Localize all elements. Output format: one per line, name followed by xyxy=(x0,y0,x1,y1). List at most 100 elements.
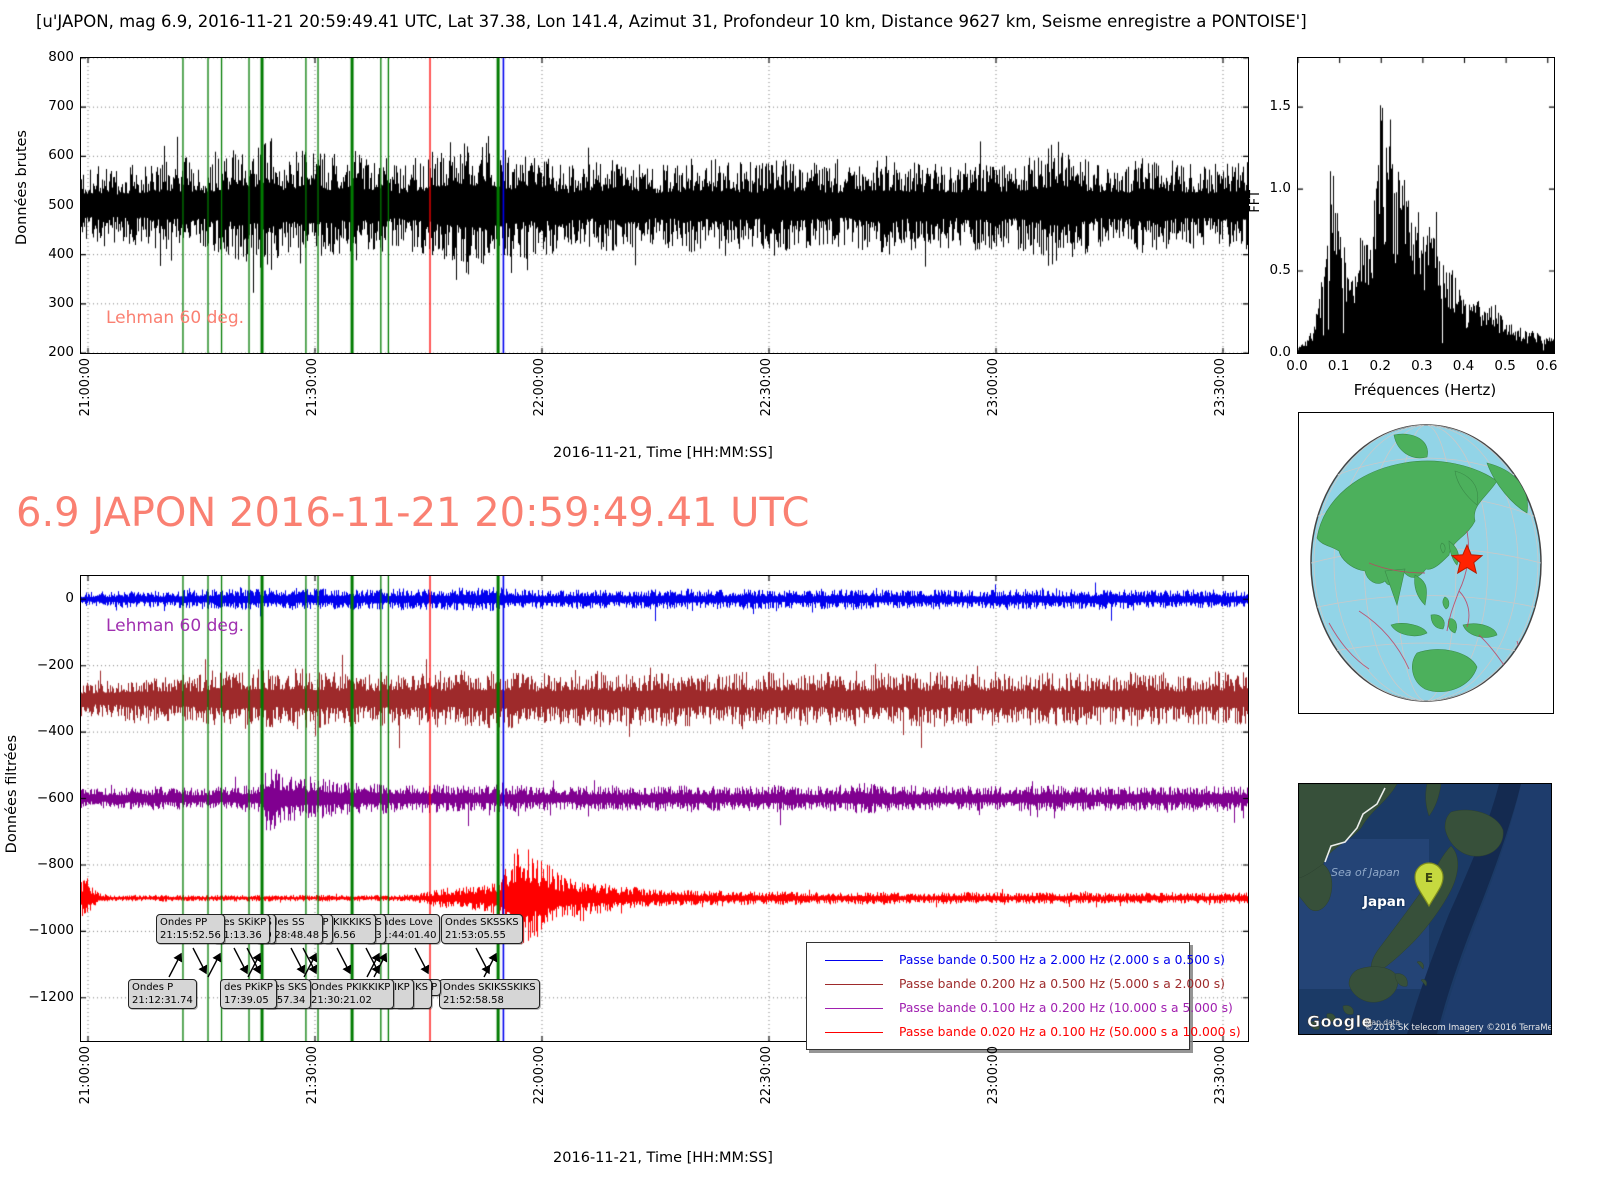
filtered-y-tick: −800 xyxy=(36,855,74,872)
phase-annotation: Ondes P 21:12:31.74 xyxy=(128,979,197,1009)
epicenter-pin: E xyxy=(1414,862,1444,908)
legend-entry: Passe bande 0.200 Hz a 0.500 Hz (5.000 s… xyxy=(807,973,1225,997)
plate-boundaries xyxy=(1328,530,1527,682)
phase-annotation: Ondes SKIKSSKIKS 21:52:58.58 xyxy=(439,979,540,1009)
epicenter-star xyxy=(1450,543,1484,575)
spectrum-plot xyxy=(1297,57,1555,354)
raw-y-tick: 200 xyxy=(48,344,74,360)
phase-annotation: Ondes PP 21:15:52.56 xyxy=(156,914,225,944)
globe-map-panel xyxy=(1298,412,1554,714)
spectrum-x-axis-label: Fréquences (Hertz) xyxy=(1353,381,1497,399)
filtered-x-tick: 21:30:00 xyxy=(305,1046,320,1105)
google-map: Sea of Japan Japan E Google Map data ©20… xyxy=(1298,783,1572,1034)
filtered-seismogram-plot: Lehman 60 deg. Ondes PP 21:15:52.56 des SK… xyxy=(80,575,1249,1050)
filtered-y-tick: −600 xyxy=(36,789,74,806)
station-label-raw: Lehman 60 deg. xyxy=(106,308,245,328)
phase-annotation: des PKiKP 17:39.05 xyxy=(220,979,277,1009)
phase-name: des SKS xyxy=(267,982,308,993)
spectrum-x-tick: 0.2 xyxy=(1369,358,1391,374)
filtered-x-tick: 22:30:00 xyxy=(759,1046,774,1105)
raw-y-tick: 700 xyxy=(48,98,74,115)
phase-time: 21:53:05.55 xyxy=(445,930,506,941)
phase-name: Ondes SKSSKS xyxy=(445,917,519,928)
raw-y-tick: 500 xyxy=(48,196,74,213)
phase-time: 21:30:21.02 xyxy=(311,995,372,1006)
filtered-y-tick: −200 xyxy=(36,656,74,673)
google-logo: Google xyxy=(1307,1012,1373,1031)
phase-name: Ondes P xyxy=(132,982,174,993)
event-title: 6.9 JAPON 2016-11-21 20:59:49.41 UTC xyxy=(16,490,810,536)
phase-name: des PKiKP xyxy=(224,982,273,993)
raw-x-tick: 23:30:00 xyxy=(1213,358,1228,417)
legend-label: Passe bande 0.100 Hz a 0.200 Hz (10.000 … xyxy=(899,1001,1233,1015)
spectrum-y-tick: 0.5 xyxy=(1269,262,1291,279)
spectrum-y-tick: 1.0 xyxy=(1269,180,1291,197)
legend-line-sample xyxy=(825,984,883,985)
raw-x-tick: 21:00:00 xyxy=(78,358,93,417)
raw-seismogram-plot: Lehman 60 deg. xyxy=(80,57,1249,354)
station-label-filtered: Lehman 60 deg. xyxy=(106,616,245,636)
legend-label: Passe bande 0.020 Hz a 0.100 Hz (50.000 … xyxy=(899,1025,1241,1039)
legend-label: Passe bande 0.200 Hz a 0.500 Hz (5.000 s… xyxy=(899,977,1225,991)
phase-time: 21:52:58.58 xyxy=(443,995,504,1006)
phase-time: 2:57.34 xyxy=(267,995,306,1006)
globe-map xyxy=(1310,424,1542,702)
spectrum-y-tick: 1.5 xyxy=(1269,98,1291,115)
legend-label: Passe bande 0.500 Hz a 2.000 Hz (2.000 s… xyxy=(899,953,1225,967)
filtered-x-tick: 21:00:00 xyxy=(78,1046,93,1105)
phase-name: des SKiKP xyxy=(217,917,267,928)
filtered-y-tick: −1000 xyxy=(28,922,74,939)
phase-time: 21:12:31.74 xyxy=(132,995,193,1006)
filtered-y-tick: −400 xyxy=(36,723,74,740)
phase-annotation: Ondes SKSSKS 21:53:05.55 xyxy=(441,914,523,944)
phase-name: Ondes PKIKKIKP xyxy=(311,982,391,993)
spectrum-canvas xyxy=(1298,58,1554,353)
figure-title: [u'JAPON, mag 6.9, 2016-11-21 20:59:49.4… xyxy=(36,12,1307,31)
spectrum-y-tick: 0.0 xyxy=(1269,344,1291,360)
phase-time: 21:13.36 xyxy=(217,930,262,941)
legend-line-sample xyxy=(825,960,883,961)
legend-entry: Passe bande 0.100 Hz a 0.200 Hz (10.000 … xyxy=(807,997,1233,1021)
phase-annotation: Ondes PKIKKIKP 21:30:21.02 xyxy=(307,979,395,1009)
map-attribution: ©2016 SK telecom Imagery ©2016 TerraMetr… xyxy=(1365,1023,1551,1033)
filtered-y-tick: −1200 xyxy=(28,988,74,1005)
phase-time: 17:39.05 xyxy=(224,995,269,1006)
map-country-border xyxy=(1324,787,1386,863)
raw-x-tick: 23:00:00 xyxy=(986,358,1001,417)
raw-seismogram-canvas xyxy=(81,58,1248,353)
filtered-x-tick: 22:00:00 xyxy=(532,1046,547,1105)
raw-y-tick: 600 xyxy=(48,147,74,164)
raw-x-tick: 22:30:00 xyxy=(759,358,774,417)
phase-name: des SS xyxy=(271,917,305,928)
japan-label: Japan xyxy=(1362,894,1406,910)
spectrum-x-tick: 0.0 xyxy=(1286,358,1308,374)
spectrum-x-tick: 0.4 xyxy=(1452,358,1475,374)
raw-y-tick: 300 xyxy=(48,294,74,311)
legend-line-sample xyxy=(825,1032,883,1033)
google-map-panel: Sea of Japan Japan E Google Map data ©20… xyxy=(1298,783,1572,1035)
raw-x-axis-label: 2016-11-21, Time [HH:MM:SS] xyxy=(553,445,773,461)
phase-name: Ondes SKIKSSKIKS xyxy=(443,982,536,993)
spectrum-x-tick: 0.6 xyxy=(1536,358,1558,374)
filtered-y-tick: 0 xyxy=(65,590,74,607)
filter-legend: Passe bande 0.500 Hz a 2.000 Hz (2.000 s… xyxy=(806,942,1241,1050)
legend-entry: Passe bande 0.020 Hz a 0.100 Hz (50.000 … xyxy=(807,1021,1241,1045)
phase-time: :28:48.48 xyxy=(271,930,320,941)
map-data-attribution: Map data xyxy=(1365,1018,1400,1027)
raw-y-tick: 400 xyxy=(48,245,74,262)
svg-text:E: E xyxy=(1425,871,1433,885)
phase-annotation: ndes Love 1:44:01.40 xyxy=(378,914,441,944)
sea-of-japan-label: Sea of Japan xyxy=(1331,866,1400,879)
spectrum-x-tick: 0.5 xyxy=(1494,358,1516,374)
phase-time: 1:44:01.40 xyxy=(382,930,437,941)
phase-time: 21:15:52.56 xyxy=(160,930,221,941)
raw-x-tick: 21:30:00 xyxy=(305,358,320,417)
phase-time: 56.56 xyxy=(327,930,356,941)
filtered-x-tick: 23:00:00 xyxy=(986,1046,1001,1105)
legend-line-sample xyxy=(825,1008,883,1009)
phase-name: ndes Love xyxy=(382,917,433,928)
phase-name: KKIKP xyxy=(381,982,410,993)
raw-y-tick: 800 xyxy=(48,49,74,65)
filtered-x-axis-label: 2016-11-21, Time [HH:MM:SS] xyxy=(553,1150,773,1166)
